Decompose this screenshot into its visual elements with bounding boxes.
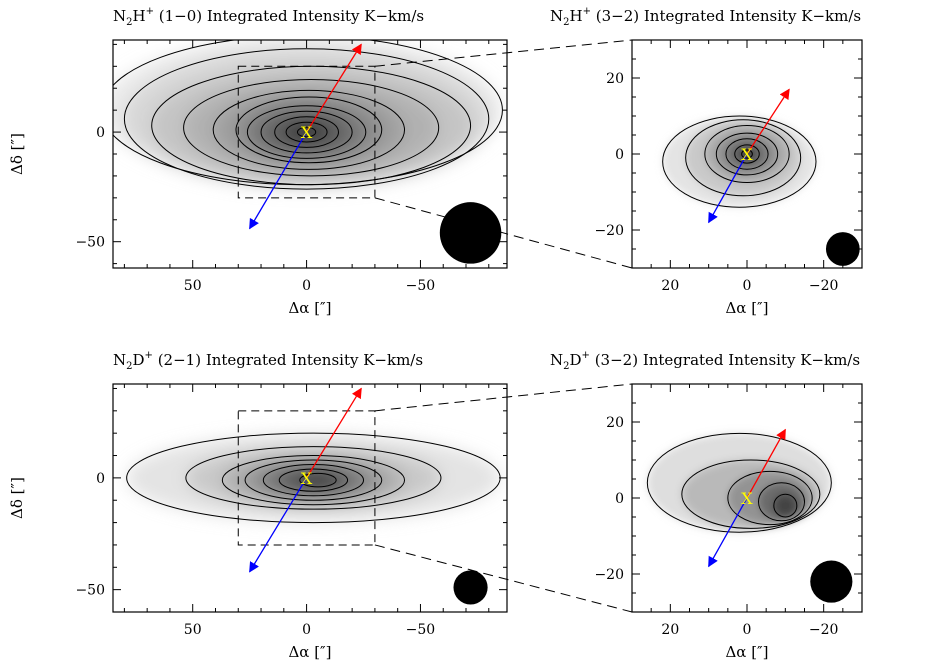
axis-ticks: [113, 384, 507, 613]
x-tick-label: 50: [184, 622, 202, 638]
panel-title: N2D+ (3−2) Integrated Intensity K−km/s: [550, 350, 860, 372]
y-tick-label: −20: [594, 223, 624, 239]
zoom-line-top: [374, 39, 633, 67]
contour-line: [685, 119, 802, 197]
contour-line: [183, 78, 440, 177]
contour-line: [725, 138, 769, 170]
x-tick-label: −20: [809, 622, 839, 638]
center-marker: X: [741, 489, 753, 508]
red-lobe-arrow: [746, 88, 790, 155]
zoom-connector-lines: [374, 39, 633, 613]
beam-circle: [825, 232, 860, 266]
contour-line: [123, 48, 490, 190]
x-tick-label: 0: [743, 622, 752, 638]
contour-line: [278, 468, 349, 492]
intensity-blob: [773, 494, 797, 517]
x-tick-label: −20: [809, 278, 839, 294]
contour-line: [274, 116, 339, 148]
contour-line: [260, 110, 353, 154]
x-axis-label: Δα [″]: [725, 643, 768, 661]
x-tick-label: 0: [302, 278, 311, 294]
x-tick-label: 20: [661, 278, 679, 294]
blue-lobe-arrow: [708, 153, 748, 224]
zoom-line-bottom: [374, 544, 633, 613]
contour-line: [235, 96, 383, 164]
contour-line: [246, 105, 367, 159]
contour-line: [734, 144, 760, 164]
contour-line: [773, 493, 798, 518]
intensity-map: [647, 433, 832, 533]
contour-line: [662, 115, 817, 208]
contour-line: [244, 459, 383, 501]
y-axis-label: Δδ [″]: [8, 133, 26, 175]
contour-line: [296, 126, 317, 138]
contour-line: [285, 121, 328, 143]
y-tick-label: −20: [594, 567, 624, 583]
y-tick-label: 0: [615, 147, 624, 163]
contour-line: [727, 470, 813, 526]
x-tick-label: 0: [302, 622, 311, 638]
x-tick-label: 20: [661, 622, 679, 638]
zoom-line-top: [374, 383, 633, 412]
zoom-line-bottom: [374, 197, 633, 269]
x-axis-label: Δα [″]: [288, 299, 331, 317]
red-lobe-arrow: [306, 387, 362, 479]
x-tick-label: −50: [406, 622, 436, 638]
plot-frame: [112, 383, 508, 613]
x-axis-label: Δα [″]: [288, 643, 331, 661]
axis-ticks: [631, 383, 863, 613]
panel-n2d32: X 20 0 −20 20 0 −20 Δα [″] N2D+ (3−2) Integrated…: [550, 350, 863, 661]
beam-circle: [439, 202, 502, 264]
y-tick-label: −50: [75, 583, 105, 599]
y-axis-label: Δδ [″]: [8, 477, 26, 519]
red-lobe-arrow: [306, 43, 362, 133]
blue-lobe-arrow: [249, 131, 308, 230]
x-axis-label: Δα [″]: [725, 299, 768, 317]
contour-line: [715, 132, 779, 176]
contour-lines: [113, 40, 503, 190]
y-tick-label: 20: [606, 415, 624, 431]
intensity-blob: [299, 473, 337, 487]
y-tick-label: −50: [75, 235, 105, 251]
contour-line: [646, 432, 832, 533]
x-tick-label: 50: [184, 278, 202, 294]
contour-line: [221, 455, 406, 506]
blue-lobe-arrow: [708, 497, 748, 568]
panel-title: N2H+ (3−2) Integrated Intensity K−km/s: [550, 6, 861, 28]
contour-line: [212, 89, 406, 170]
panel-title: N2H+ (1−0) Integrated Intensity K−km/s: [113, 6, 424, 28]
beam-circle: [453, 570, 488, 605]
contour-line: [299, 472, 337, 488]
contour-line: [681, 459, 821, 529]
y-tick-label: 0: [96, 125, 105, 141]
x-tick-label: −50: [406, 278, 436, 294]
contour-line: [262, 463, 365, 497]
center-marker: X: [301, 469, 313, 488]
center-marker: X: [741, 145, 753, 164]
red-lobe-arrow: [746, 428, 786, 499]
center-marker: X: [301, 123, 313, 142]
panel-n2d21: X 50 0 −50 0 −50 Δα [″] Δδ [″] N2D+ (2−1) Integr…: [8, 350, 508, 661]
y-tick-label: 20: [606, 71, 624, 87]
contour-line: [704, 125, 790, 183]
y-tick-label: 0: [96, 471, 105, 487]
axis-ticks: [631, 39, 863, 269]
panel-n2h10: X 50 0 −50 0 −50 Δα [″] Δδ [″] N2H+ (1−0) Integr…: [8, 6, 508, 317]
contour-line: [741, 149, 753, 159]
contour-line: [185, 446, 442, 510]
contour-lines: [646, 432, 832, 533]
panel-n2h32: X 20 0 −20 20 0 −20 Δα [″] N2H+ (3−2) Integrated…: [550, 6, 863, 317]
axis-ticks: [113, 40, 507, 268]
zoom-region-box: [237, 65, 376, 199]
blue-lobe-arrow: [249, 477, 308, 573]
panel-title: N2D+ (2−1) Integrated Intensity K−km/s: [113, 350, 423, 372]
contour-line: [758, 482, 805, 522]
y-tick-label: 0: [615, 491, 624, 507]
beam-circle: [810, 560, 853, 603]
contour-lines: [662, 115, 817, 208]
x-tick-label: 0: [743, 278, 752, 294]
zoom-region-box: [237, 410, 376, 546]
